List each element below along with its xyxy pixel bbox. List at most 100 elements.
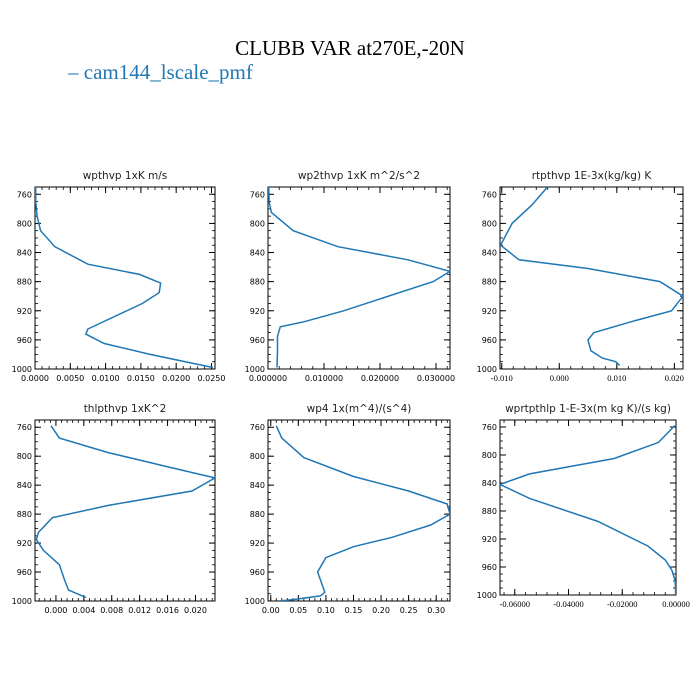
x-tick-label: 0.008 bbox=[100, 606, 123, 615]
x-tick-label: 0.000000 bbox=[249, 374, 287, 383]
series-line bbox=[35, 425, 215, 599]
x-tick-label: 0.010 bbox=[607, 373, 626, 383]
x-tick-label: -0.010 bbox=[491, 373, 513, 383]
x-tick-label: 0.0150 bbox=[127, 374, 155, 383]
y-tick-label: 760 bbox=[482, 423, 497, 432]
plot-frame bbox=[267, 419, 451, 602]
x-tick-label: 0.00000 bbox=[662, 599, 690, 609]
y-tick-label: 880 bbox=[482, 278, 497, 287]
x-tick-label: 0.20 bbox=[372, 606, 390, 615]
panel-3: rtpthvp 1E-3x(kg/kg) K 760 800 840 880 920 960… bbox=[477, 170, 684, 383]
x-tick-label: 0.25 bbox=[400, 606, 418, 615]
x-tick-label: 0.020000 bbox=[361, 374, 399, 383]
y-tick-label: 760 bbox=[482, 190, 497, 199]
y-tick-label: 800 bbox=[17, 219, 32, 228]
panel-title: wp4 1x(m^4)/(s^4) bbox=[307, 403, 412, 415]
panel-title: wp2thvp 1xK m^2/s^2 bbox=[298, 170, 420, 182]
y-tick-label: 880 bbox=[17, 510, 32, 519]
x-tick-label: 0.10 bbox=[317, 606, 335, 615]
y-tick-label: 960 bbox=[17, 568, 32, 577]
y-tick-label: 1000 bbox=[477, 365, 497, 374]
y-tick-label: 920 bbox=[482, 307, 497, 316]
y-tick-label: 800 bbox=[250, 219, 265, 228]
x-tick-label: 0.0000 bbox=[21, 374, 49, 383]
legend-label: cam144_lscale_pmf bbox=[83, 60, 253, 84]
panel-5: wp4 1x(m^4)/(s^4)76080084088092096010000… bbox=[245, 403, 451, 615]
y-tick-label: 800 bbox=[17, 452, 32, 461]
x-tick-label: 0.05 bbox=[289, 606, 307, 615]
y-tick-label: 920 bbox=[17, 307, 32, 316]
figure-title: CLUBB VAR at270E,-20N bbox=[235, 36, 465, 60]
y-tick-label: 920 bbox=[250, 307, 265, 316]
y-tick-label: 880 bbox=[250, 278, 265, 287]
x-tick-label: 0.012 bbox=[128, 606, 151, 615]
x-tick-label: -0.04000 bbox=[553, 599, 583, 609]
series-line bbox=[275, 425, 450, 601]
y-tick-label: 960 bbox=[17, 336, 32, 345]
y-tick-label: 840 bbox=[250, 249, 265, 258]
panel-title: wprtpthlp 1-E-3x(m kg K)/(s kg) bbox=[505, 403, 671, 415]
y-tick-label: 1000 bbox=[245, 597, 265, 606]
y-tick-label: 760 bbox=[17, 190, 32, 199]
y-tick-label: 800 bbox=[250, 452, 265, 461]
x-tick-label: 0.00 bbox=[262, 606, 280, 615]
x-tick-label: -0.06000 bbox=[500, 599, 530, 609]
plot-frame bbox=[34, 419, 216, 602]
series-line bbox=[500, 187, 683, 366]
y-tick-label: 960 bbox=[250, 336, 265, 345]
x-tick-label: 0.010000 bbox=[305, 374, 343, 383]
y-tick-label: 880 bbox=[17, 278, 32, 287]
y-tick-label: 800 bbox=[482, 451, 497, 460]
y-tick-label: 1000 bbox=[12, 597, 32, 606]
x-tick-label: 0.030000 bbox=[417, 374, 455, 383]
panel-2: wp2thvp 1xK m^2/s^2 760 800 840 880 920 960 100… bbox=[245, 170, 455, 383]
panel-title: rtpthvp 1E-3x(kg/kg) K bbox=[532, 170, 653, 182]
series-line bbox=[268, 187, 450, 368]
legend-entry: – cam144_lscale_pmf bbox=[68, 60, 253, 85]
panel-title: wpthvp 1xK m/s bbox=[83, 170, 168, 182]
panel-6: wprtpthlp 1-E-3x(m kg K)/(s kg) 760 800 840… bbox=[477, 403, 690, 609]
x-tick-label: 0.30 bbox=[427, 606, 445, 615]
panel-1: wpthvp 1xK m/s76080084088092096010000.00… bbox=[12, 170, 226, 383]
y-tick-label: 920 bbox=[17, 539, 32, 548]
series-line bbox=[500, 425, 676, 595]
y-tick-label: 760 bbox=[17, 423, 32, 432]
x-tick-label: 0.016 bbox=[156, 606, 179, 615]
panel-title: thlpthvp 1xK^2 bbox=[84, 403, 167, 415]
x-tick-label: 0.000 bbox=[44, 606, 67, 615]
y-tick-label: 1000 bbox=[477, 591, 497, 600]
y-tick-label: 1000 bbox=[245, 365, 265, 374]
y-tick-label: 960 bbox=[482, 336, 497, 345]
y-tick-label: 880 bbox=[482, 507, 497, 516]
x-tick-label: 0.020 bbox=[665, 373, 684, 383]
y-tick-label: 800 bbox=[482, 219, 497, 228]
x-tick-label: 0.000 bbox=[550, 373, 569, 383]
series-line bbox=[35, 187, 214, 369]
panel-4: thlpthvp 1xK^2 760 800 840 880 920 960 1000 0.00… bbox=[12, 403, 216, 615]
plot-frame bbox=[34, 186, 216, 370]
y-tick-label: 880 bbox=[250, 510, 265, 519]
plot-frame bbox=[267, 186, 451, 370]
x-tick-label: 0.020 bbox=[184, 606, 207, 615]
y-tick-label: 840 bbox=[17, 249, 32, 258]
y-tick-label: 840 bbox=[17, 481, 32, 490]
x-tick-label: 0.0250 bbox=[197, 374, 225, 383]
y-tick-label: 760 bbox=[250, 190, 265, 199]
x-tick-label: 0.004 bbox=[72, 606, 95, 615]
y-tick-label: 960 bbox=[482, 563, 497, 572]
y-tick-label: 920 bbox=[482, 535, 497, 544]
y-tick-label: 840 bbox=[250, 481, 265, 490]
y-tick-label: 840 bbox=[482, 479, 497, 488]
x-tick-label: 0.0200 bbox=[162, 374, 190, 383]
plot-frame bbox=[499, 186, 684, 370]
y-tick-label: 1000 bbox=[12, 365, 32, 374]
y-tick-label: 840 bbox=[482, 249, 497, 258]
plot-frame bbox=[499, 419, 677, 596]
y-tick-label: 920 bbox=[250, 539, 265, 548]
x-tick-label: -0.02000 bbox=[607, 599, 637, 609]
x-tick-label: 0.15 bbox=[345, 606, 363, 615]
x-tick-label: 0.0100 bbox=[92, 374, 120, 383]
x-tick-label: 0.0050 bbox=[56, 374, 84, 383]
